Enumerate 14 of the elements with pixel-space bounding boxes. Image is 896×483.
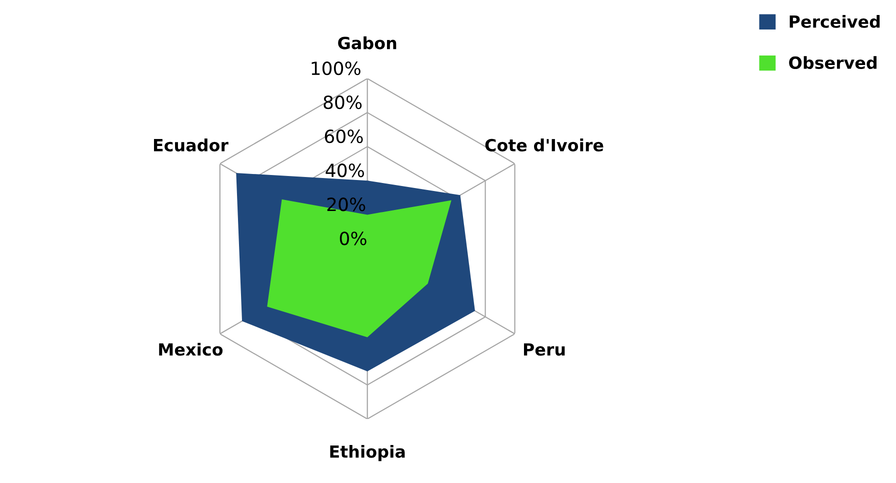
spoke-label: Ethiopia [330,444,405,462]
spoke-label: Ecuador [154,138,228,152]
spoke-label: Cote d'Ivoire [485,138,604,152]
y-tick-label: 20% [327,198,366,212]
y-tick-label: 100% [312,61,360,76]
y-tick-label: 0% [340,232,366,246]
spoke-label: Peru [524,343,565,356]
y-tick-label: 60% [324,130,363,144]
y-tick-label: 80% [324,95,362,110]
legend-label: Perceived [790,15,880,28]
spoke-label: Mexico [159,342,223,356]
spoke-label: Gabon [338,36,396,50]
legend-label: Observed [789,56,877,70]
y-tick-label: 40% [326,164,364,178]
